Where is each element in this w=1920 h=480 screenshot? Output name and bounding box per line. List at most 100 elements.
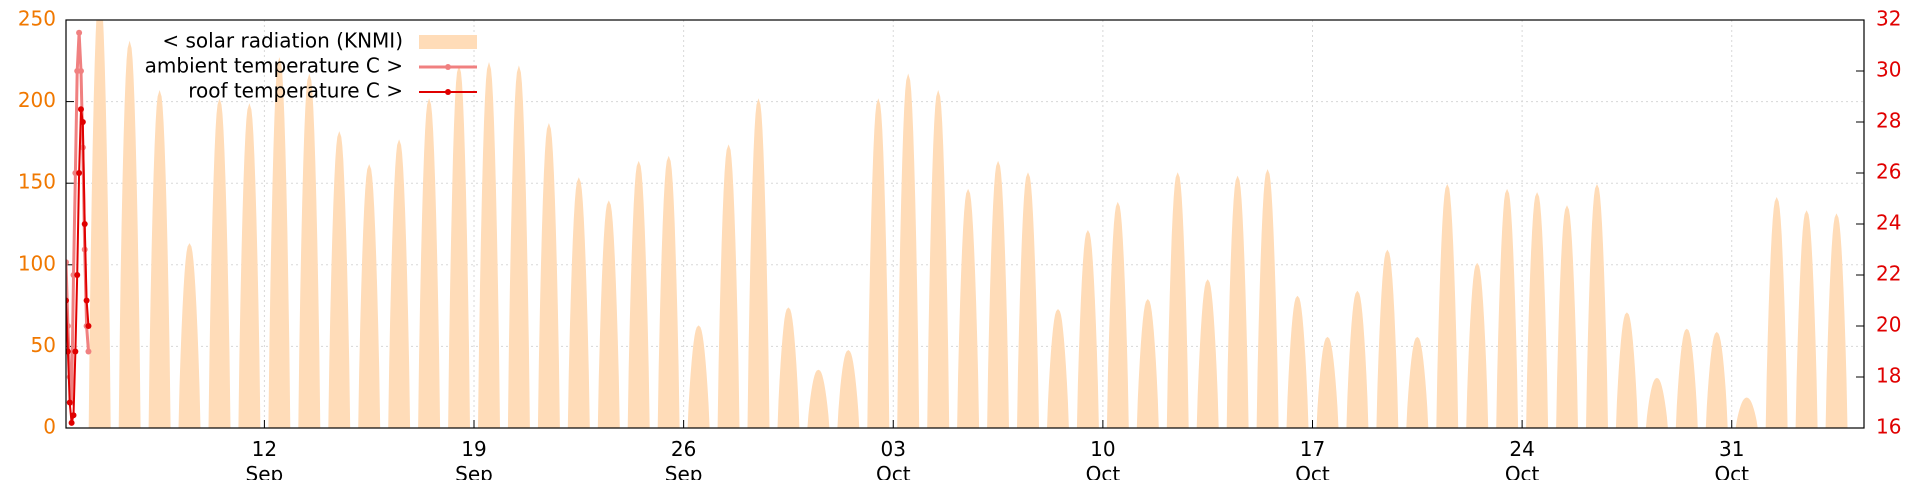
x-tick-label: 19 Sep (455, 437, 493, 480)
temperature-point (77, 68, 84, 74)
temperature-point (76, 170, 83, 176)
y-tick-label: 200 (18, 88, 56, 112)
solar-hump (1765, 196, 1788, 428)
temperature-point (79, 119, 86, 125)
x-tick-label: 10 Oct (1086, 437, 1121, 480)
solar-hump (1496, 188, 1519, 428)
solar-hump (1136, 299, 1159, 428)
solar-hump (1795, 210, 1818, 428)
x-tick-label: 26 Sep (665, 437, 703, 480)
solar-hump (1466, 262, 1489, 428)
solar-hump (537, 122, 560, 428)
solar-hump (567, 177, 590, 428)
solar-hump (1346, 290, 1369, 428)
solar-hump (1526, 192, 1549, 428)
temperature-point (66, 348, 71, 355)
plot-area (66, 20, 1848, 428)
solar-hump (1046, 308, 1069, 428)
solar-hump (1825, 213, 1848, 428)
x-tick-label: 31 Oct (1714, 437, 1749, 480)
solar-hump (358, 164, 381, 428)
legend-label: roof temperature C > (188, 79, 403, 103)
solar-hump (477, 61, 501, 428)
solar-hump (1645, 377, 1668, 428)
temperature-point (85, 348, 92, 355)
y2-tick-label: 30 (1876, 58, 1901, 82)
solar-hump (1166, 172, 1189, 428)
solar-hump (88, 20, 111, 428)
solar-hump (867, 98, 890, 428)
solar-hump (1705, 331, 1728, 428)
temperature-point (66, 399, 73, 406)
solar-hump (448, 65, 471, 428)
temperature-line (66, 109, 90, 424)
temperature-point (77, 106, 84, 113)
solar-hump (118, 40, 141, 428)
y-tick-label: 100 (18, 251, 56, 275)
solar-hump (927, 89, 950, 428)
x-tick-label: 24 Oct (1505, 437, 1540, 480)
y-tick-label: 0 (43, 415, 56, 439)
temperature-point (83, 297, 90, 304)
solar-hump (1615, 312, 1638, 428)
solar-hump (328, 131, 351, 428)
x-tick-label: 03 Oct (876, 437, 911, 480)
temperature-point (81, 221, 88, 227)
y2-tick-label: 24 (1876, 211, 1901, 235)
solar-hump (268, 57, 291, 428)
solar-hump (1256, 169, 1279, 428)
solar-hump (1226, 175, 1249, 428)
solar-hump (238, 103, 261, 428)
solar-hump (1376, 249, 1399, 428)
temperature-point (72, 348, 79, 355)
y2-tick-label: 22 (1876, 262, 1901, 286)
temperature-point (66, 259, 69, 266)
solar-hump (837, 350, 860, 428)
solar-hump (777, 307, 800, 428)
legend-swatch-dot (445, 64, 451, 70)
solar-hump (957, 188, 980, 428)
solar-hump (1016, 172, 1040, 428)
solar-hump (1406, 336, 1429, 428)
solar-hump (148, 89, 171, 428)
x-tick-label: 17 Oct (1295, 437, 1330, 480)
y2-tick-label: 26 (1876, 160, 1901, 184)
solar-hump (717, 144, 740, 428)
solar-hump (627, 160, 650, 428)
temperature-point (68, 419, 75, 426)
solar-hump (747, 98, 770, 428)
plot-frame (65, 19, 1865, 429)
solar-hump (1735, 397, 1758, 428)
solar-hump (687, 325, 710, 428)
solar-hump (807, 369, 830, 428)
solar-hump (657, 155, 680, 428)
solar-hump (1675, 328, 1698, 428)
solar-hump (507, 65, 530, 428)
solar-hump (178, 243, 201, 428)
solar-hump (1286, 295, 1309, 428)
temperature-point (74, 272, 81, 278)
y2-tick-label: 28 (1876, 109, 1901, 133)
y-tick-label: 250 (18, 7, 56, 31)
temperature-point (85, 323, 92, 329)
solar-hump (418, 98, 441, 428)
legend-label: < solar radiation (KNMI) (162, 29, 403, 53)
y2-tick-label: 18 (1876, 364, 1901, 388)
solar-hump (597, 200, 620, 428)
y2-tick-label: 32 (1876, 7, 1901, 31)
solar-hump (897, 73, 920, 428)
y2-tick-label: 16 (1876, 415, 1901, 439)
solar-hump (208, 98, 231, 428)
temperature-point (66, 297, 69, 304)
y2-tick-label: 20 (1876, 313, 1901, 337)
y-tick-label: 150 (18, 170, 56, 194)
solar-hump (1436, 183, 1459, 428)
x-tick-label: 12 Sep (246, 437, 284, 480)
solar-hump (1106, 201, 1129, 428)
y-tick-label: 50 (31, 333, 56, 357)
temperature-point (70, 412, 77, 419)
solar-hump (298, 73, 321, 428)
solar-hump (1556, 205, 1579, 428)
solar-hump (388, 139, 411, 428)
